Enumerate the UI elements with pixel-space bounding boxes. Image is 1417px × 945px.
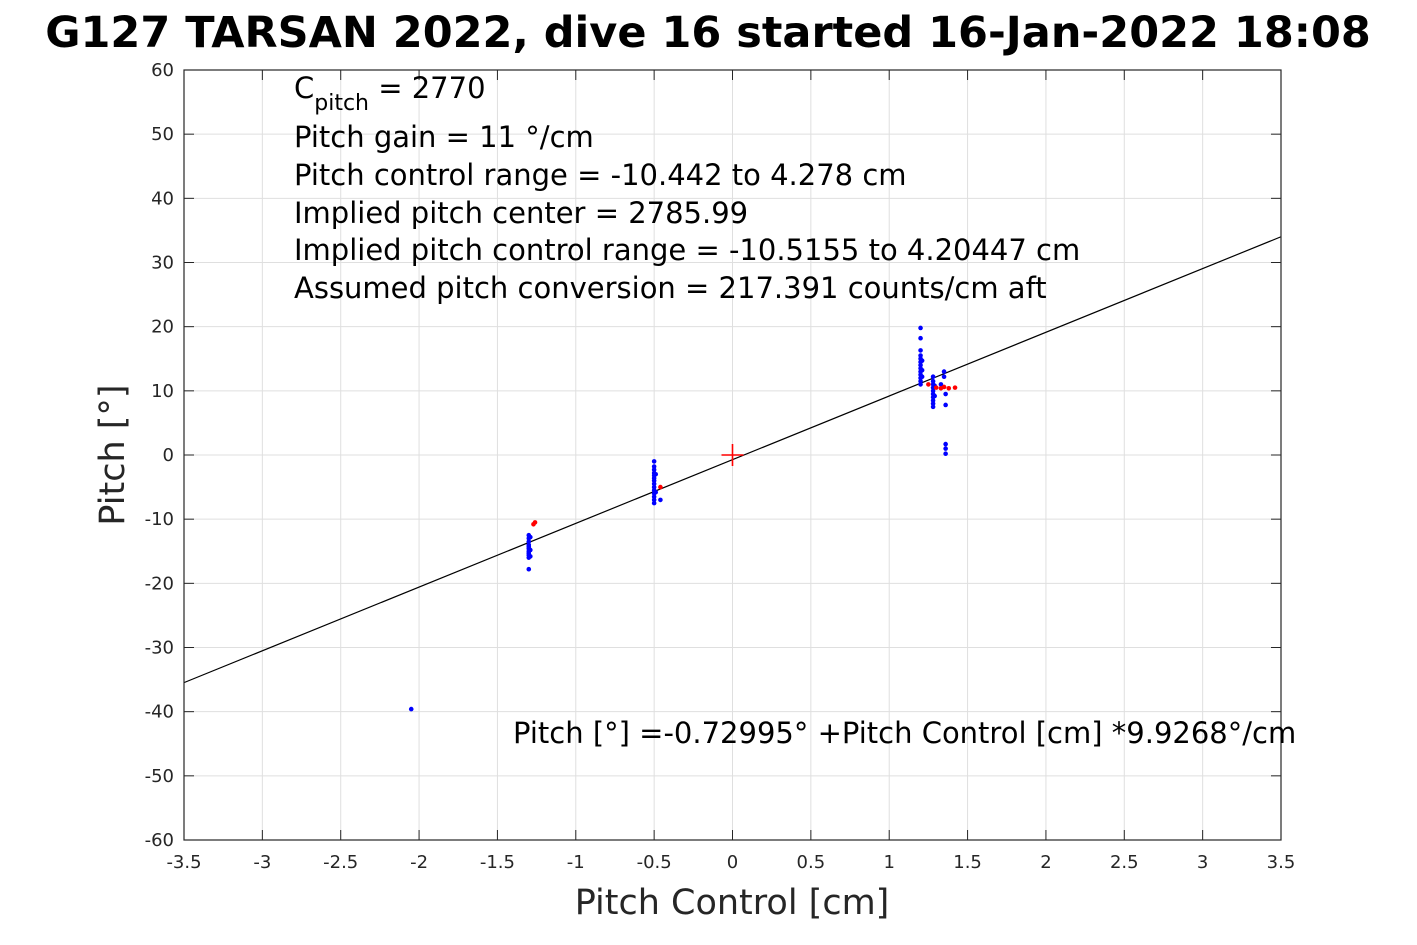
data-point	[919, 374, 925, 380]
data-point	[930, 398, 936, 403]
x-tick-label: -1	[567, 852, 585, 873]
data-point	[651, 484, 657, 490]
data-point	[408, 706, 414, 712]
x-tick-label: -3	[253, 852, 271, 873]
data-point	[930, 401, 936, 406]
data-point	[653, 471, 659, 477]
data-point	[918, 378, 923, 384]
c-pitch-subscript: pitch	[314, 91, 369, 116]
data-point	[526, 566, 532, 572]
data-point	[651, 481, 657, 487]
data-point	[926, 382, 931, 387]
c-pitch-annotation: Cpitch = 2770	[294, 71, 486, 116]
data-point	[651, 467, 657, 473]
data-point	[651, 497, 657, 503]
y-tick-label: -50	[145, 766, 174, 787]
data-point	[933, 385, 939, 390]
x-tick-label: 2.5	[1110, 852, 1139, 873]
y-tick-label: -40	[145, 702, 174, 723]
data-point	[918, 382, 923, 387]
x-tick-label: -0.5	[637, 852, 672, 873]
data-point	[526, 539, 532, 544]
x-tick-labels: -3.5 -3 -2.5 -2 -1.5 -1 -0.5 0 0.5 1 1.5 2 2.5 3 3.5	[166, 852, 1295, 873]
data-point	[930, 388, 936, 394]
data-point	[528, 534, 533, 540]
data-point	[930, 374, 936, 380]
data-point	[918, 362, 923, 368]
data-point	[930, 404, 936, 410]
y-tick-label: 10	[151, 381, 174, 402]
x-tick-label: 3	[1197, 852, 1208, 873]
c-pitch-value: = 2770	[369, 71, 486, 105]
x-tick-label: -2.5	[323, 852, 358, 873]
data-point	[658, 497, 663, 503]
data-point	[651, 464, 657, 469]
x-tick-label: 0.5	[797, 852, 826, 873]
data-point	[941, 384, 947, 390]
data-point	[653, 489, 659, 495]
data-point	[938, 382, 944, 387]
data-point	[531, 522, 536, 527]
data-point	[943, 391, 948, 397]
pitch-control-range-annotation: Pitch control range = -10.442 to 4.278 c…	[294, 158, 907, 192]
data-point	[528, 554, 533, 559]
data-point	[658, 484, 663, 490]
x-tick-label: 3.5	[1267, 852, 1296, 873]
data-point	[651, 459, 657, 464]
annotation-block: Cpitch = 2770 Pitch gain = 11 °/cm Pitch…	[294, 71, 1080, 305]
x-tick-label: -3.5	[166, 852, 201, 873]
x-tick-label: 1.5	[953, 852, 982, 873]
x-tick-label: -1.5	[480, 852, 515, 873]
data-point	[918, 325, 923, 331]
data-point	[941, 369, 947, 374]
data-point	[932, 393, 937, 399]
data-point	[943, 441, 948, 447]
y-tick-label: -30	[145, 638, 174, 659]
y-tick-label: -60	[145, 830, 174, 851]
implied-pitch-control-range-annotation: Implied pitch control range = -10.5155 t…	[294, 233, 1080, 267]
y-tick-label: -20	[145, 573, 174, 594]
data-point	[651, 494, 657, 500]
data-point	[943, 446, 948, 451]
center-marker-group	[721, 444, 744, 466]
y-tick-label: -10	[145, 509, 174, 530]
chart-title: G127 TARSAN 2022, dive 16 started 16-Jan…	[45, 8, 1371, 58]
axis-ticks	[183, 69, 1282, 841]
data-point	[919, 358, 925, 363]
c-pitch-main: C	[294, 71, 314, 105]
data-point	[952, 385, 958, 390]
data-point	[918, 335, 923, 341]
y-tick-labels: 60 50 40 30 20 10 0 -10 -20 -30 -40 -50 -60	[145, 60, 174, 851]
x-axis-label: Pitch Control [cm]	[575, 883, 890, 923]
fit-equation-annotation: Pitch [°] =-0.72995° +Pitch Control [cm]…	[513, 716, 1296, 750]
implied-pitch-center-annotation: Implied pitch center = 2785.99	[294, 196, 748, 230]
y-tick-label: 40	[151, 188, 174, 209]
data-point	[918, 353, 923, 358]
data-point	[930, 378, 936, 384]
y-tick-label: 20	[151, 317, 174, 338]
pitch-conversion-annotation: Assumed pitch conversion = 217.391 count…	[294, 271, 1047, 305]
data-point	[918, 348, 923, 353]
y-tick-label: 0	[163, 445, 174, 466]
data-point	[528, 547, 533, 553]
data-point	[919, 368, 925, 373]
pitch-gain-annotation: Pitch gain = 11 °/cm	[294, 120, 594, 154]
data-point	[941, 374, 947, 380]
data-points	[408, 325, 958, 712]
x-tick-label: 2	[1040, 852, 1051, 873]
y-axis-label: Pitch [°]	[93, 384, 133, 525]
data-point	[651, 478, 657, 483]
data-point	[651, 500, 657, 506]
x-tick-label: 1	[883, 852, 894, 873]
x-tick-label: 0	[727, 852, 738, 873]
y-tick-label: 60	[151, 60, 174, 81]
x-tick-label: -2	[410, 852, 428, 873]
data-point	[943, 451, 948, 457]
data-point	[943, 402, 948, 408]
data-point	[946, 385, 952, 391]
y-tick-label: 50	[151, 124, 174, 145]
y-tick-label: 30	[151, 253, 174, 274]
